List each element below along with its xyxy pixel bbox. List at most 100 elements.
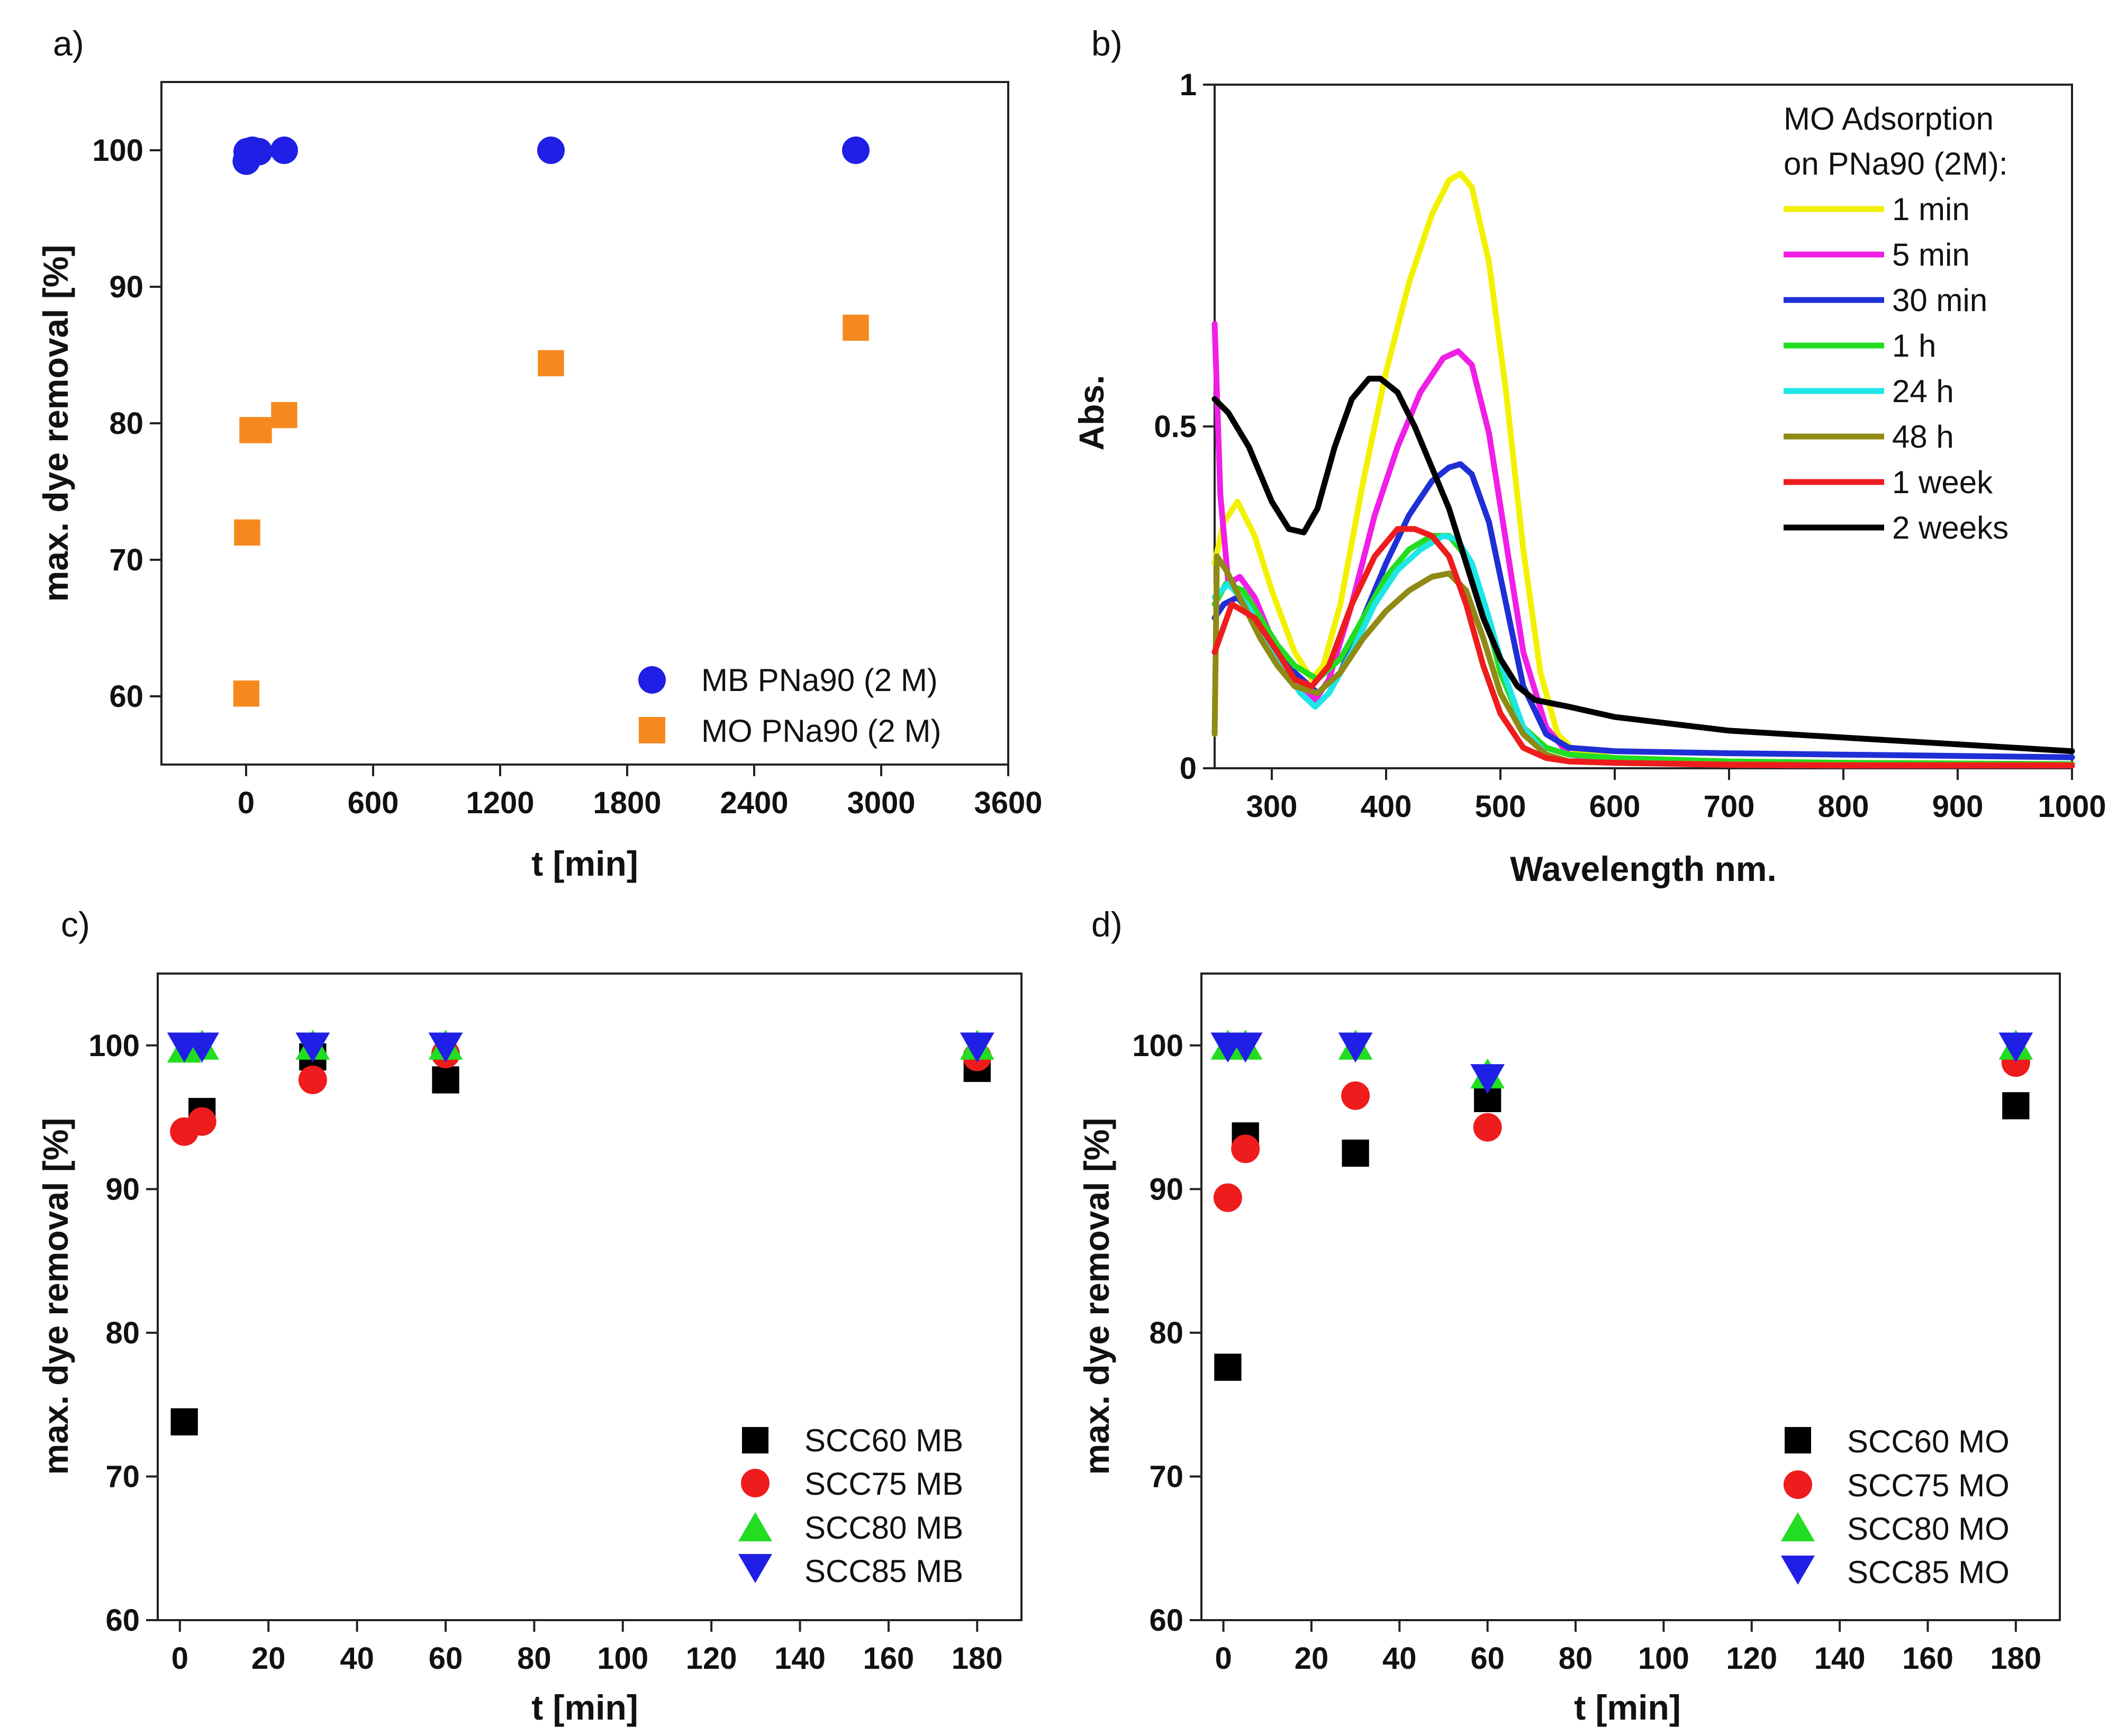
panel-label: a) xyxy=(53,24,84,63)
y-tick-label: 60 xyxy=(105,1603,140,1638)
legend-label-mo-pna90: MO PNa90 (2 M) xyxy=(701,713,941,749)
x-axis-title: t [min] xyxy=(531,844,638,883)
data-point xyxy=(428,1032,463,1063)
x-tick-label: 0 xyxy=(238,786,255,820)
data-point xyxy=(537,137,565,164)
data-point xyxy=(843,314,869,341)
x-tick-label: 180 xyxy=(1990,1641,2041,1676)
data-point xyxy=(298,1065,327,1094)
panel-b: b) 300 400 500 600 700 800 900 1000 0 0.5 1 Wavele… xyxy=(1072,24,2106,888)
data-point xyxy=(960,1032,994,1063)
y-tick-label: 90 xyxy=(1149,1172,1183,1206)
data-point xyxy=(2002,1092,2030,1120)
axis-ticks xyxy=(146,1044,979,1632)
data-point xyxy=(185,1032,220,1063)
x-tick-label: 3600 xyxy=(974,786,1042,820)
legend: MO Adsorption on PNa90 (2M): 1 min 5 min 3… xyxy=(1784,101,2009,546)
y-axis-title: max. dye removal [%] xyxy=(36,1118,75,1475)
data-point xyxy=(1213,1183,1242,1212)
y-tick-label: 1 xyxy=(1180,68,1197,102)
legend-label-scc85-mo: SCC85 MO xyxy=(1847,1555,2010,1590)
x-tick-label: 3000 xyxy=(847,786,915,820)
legend-label-scc75-mo: SCC75 MO xyxy=(1847,1468,2010,1503)
legend-marker-mb-pna90 xyxy=(638,666,666,694)
y-tick-label: 0.5 xyxy=(1154,410,1197,444)
plot-frame xyxy=(1200,972,2061,1621)
data-point xyxy=(1470,1064,1505,1094)
legend-label-24-h: 24 h xyxy=(1892,374,1954,409)
x-tick-label: 60 xyxy=(1470,1641,1505,1676)
x-axis-title: t [min] xyxy=(531,1688,638,1727)
legend-label-1-week: 1 week xyxy=(1892,465,1993,500)
legend-label-mb-pna90: MB PNa90 (2 M) xyxy=(701,662,938,698)
data-point xyxy=(432,1066,459,1094)
y-tick-label: 90 xyxy=(105,1172,140,1206)
y-tick-label: 70 xyxy=(1149,1459,1183,1494)
data-marks xyxy=(167,1030,994,1435)
legend-title-line-1: MO Adsorption xyxy=(1784,101,1994,137)
legend-marker-scc60-mo xyxy=(1785,1427,1811,1453)
x-tick-label: 2400 xyxy=(720,786,788,820)
x-tick-label: 160 xyxy=(863,1641,915,1676)
legend-title-line-2: on PNa90 (2M): xyxy=(1784,146,2008,181)
data-point xyxy=(1341,1081,1370,1110)
legend-marker-scc75-mo xyxy=(1784,1470,1812,1499)
panel-label: c) xyxy=(61,905,90,944)
x-tick-label: 600 xyxy=(348,786,399,820)
y-tick-label: 90 xyxy=(109,270,143,304)
x-tick-label: 180 xyxy=(952,1641,1003,1676)
y-axis-title: max. dye removal [%] xyxy=(36,245,75,602)
y-tick-label: 0 xyxy=(1180,751,1197,786)
data-point xyxy=(1338,1032,1373,1063)
x-tick-label: 500 xyxy=(1475,789,1526,824)
legend-label-scc80-mb: SCC80 MB xyxy=(804,1510,963,1546)
legend-marker-scc85-mo xyxy=(1781,1556,1815,1585)
plot-frame xyxy=(157,972,1023,1621)
x-tick-label: 120 xyxy=(1726,1641,1777,1676)
x-tick-label: 40 xyxy=(340,1641,374,1676)
x-tick-label: 800 xyxy=(1818,789,1869,824)
axis-ticks xyxy=(1190,1044,2017,1632)
x-tick-label: 100 xyxy=(597,1641,648,1676)
x-tick-label: 60 xyxy=(429,1641,463,1676)
data-point xyxy=(295,1032,330,1063)
y-tick-label: 70 xyxy=(105,1459,140,1494)
data-point xyxy=(1228,1032,1263,1063)
y-tick-label: 60 xyxy=(109,679,143,714)
legend-marker-scc75-mb xyxy=(741,1469,770,1497)
data-point xyxy=(270,137,298,164)
x-tick-label: 160 xyxy=(1902,1641,1953,1676)
axis-tick-labels: 0 20 40 60 80 100 120 140 160 180 60 70 80 90 100 xyxy=(88,1029,1002,1676)
legend-marker-scc60-mb xyxy=(742,1427,768,1453)
y-tick-label: 60 xyxy=(1149,1603,1183,1638)
legend-label-1-h: 1 h xyxy=(1892,328,1936,363)
x-tick-label: 1800 xyxy=(593,786,661,820)
data-point xyxy=(1998,1032,2033,1063)
x-tick-label: 1200 xyxy=(466,786,534,820)
panel-label: b) xyxy=(1091,24,1123,63)
series-line-30-min xyxy=(1211,461,2075,760)
data-point xyxy=(233,680,260,707)
legend-label-1-min: 1 min xyxy=(1892,192,1970,227)
x-tick-label: 80 xyxy=(1559,1641,1593,1676)
data-point xyxy=(245,138,273,166)
series-line-1-week xyxy=(1211,526,2075,769)
y-tick-label: 80 xyxy=(105,1316,140,1350)
data-point xyxy=(1231,1134,1260,1164)
panel-label: d) xyxy=(1091,905,1123,944)
y-tick-label: 100 xyxy=(88,1029,140,1063)
legend-label-5-min: 5 min xyxy=(1892,237,1970,272)
series-line-1-h xyxy=(1211,533,2075,767)
x-tick-label: 0 xyxy=(171,1641,188,1676)
data-point xyxy=(271,402,297,429)
legend-label-48-h: 48 h xyxy=(1892,419,1954,455)
data-point xyxy=(1473,1113,1502,1142)
x-tick-label: 1000 xyxy=(2038,789,2106,824)
x-tick-label: 100 xyxy=(1638,1641,1689,1676)
x-tick-label: 80 xyxy=(517,1641,551,1676)
x-tick-label: 400 xyxy=(1361,789,1412,824)
data-point xyxy=(246,417,272,443)
x-tick-label: 300 xyxy=(1246,789,1298,824)
legend: SCC60 MO SCC75 MO SCC80 MO SCC85 MO xyxy=(1781,1424,2010,1590)
data-marks xyxy=(232,137,870,707)
